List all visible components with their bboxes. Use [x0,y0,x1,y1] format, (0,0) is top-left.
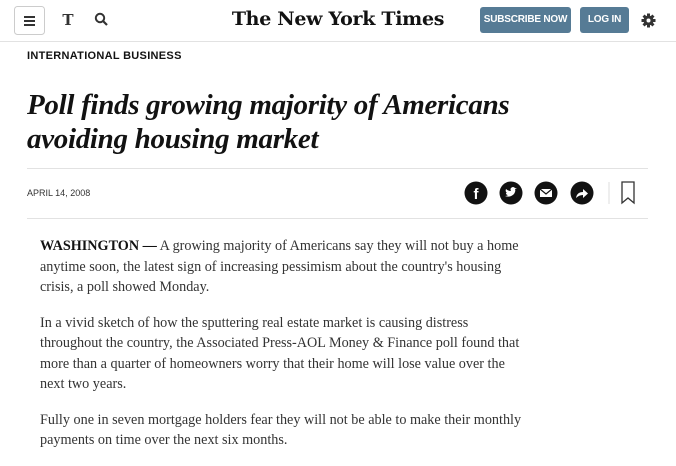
svg-text:f: f [474,186,480,203]
article-body: WASHINGTON — A growing majority of Ameri… [40,236,525,466]
header: T The New York Times SUBSCRIBE NOW LOG I… [0,0,676,42]
share-twitter[interactable] [499,181,523,205]
share-more[interactable] [570,181,594,205]
subscribe-button[interactable]: SUBSCRIBE NOW [480,7,571,33]
share-facebook[interactable]: f [464,181,488,205]
paragraph: WASHINGTON — A growing majority of Ameri… [40,236,525,298]
paragraph: Fully one in seven mortgage holders fear… [40,411,522,449]
menu-button[interactable] [14,6,45,35]
settings-button[interactable] [641,13,656,28]
search-button[interactable] [94,12,110,28]
divider [27,218,648,219]
login-button[interactable]: LOG IN [580,7,629,33]
nyt-t-icon[interactable]: T [61,12,75,28]
share-tools: f [464,181,635,205]
paragraph-text: A growing majority of Americans say they… [40,238,519,295]
date: APRIL 14, 2008 [27,188,91,198]
dateline: WASHINGTON — [40,238,157,254]
share-email[interactable] [534,181,558,205]
bookmark-button[interactable] [621,181,635,205]
divider [27,168,648,169]
section-label[interactable]: INTERNATIONAL BUSINESS [27,50,182,62]
logo[interactable]: The New York Times [231,8,445,30]
paragraph: In a vivid sketch of how the sputtering … [40,314,520,393]
headline: Poll finds growing majority of Americans… [27,89,510,155]
svg-text:T: T [62,12,74,28]
